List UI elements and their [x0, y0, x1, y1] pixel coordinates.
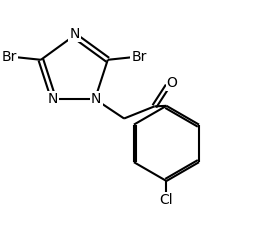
Text: Br: Br: [132, 50, 147, 64]
Text: Cl: Cl: [160, 193, 173, 207]
Text: O: O: [167, 76, 178, 90]
Text: N: N: [47, 92, 58, 106]
Text: Br: Br: [2, 50, 17, 64]
Text: N: N: [91, 92, 102, 106]
Text: N: N: [69, 27, 79, 41]
